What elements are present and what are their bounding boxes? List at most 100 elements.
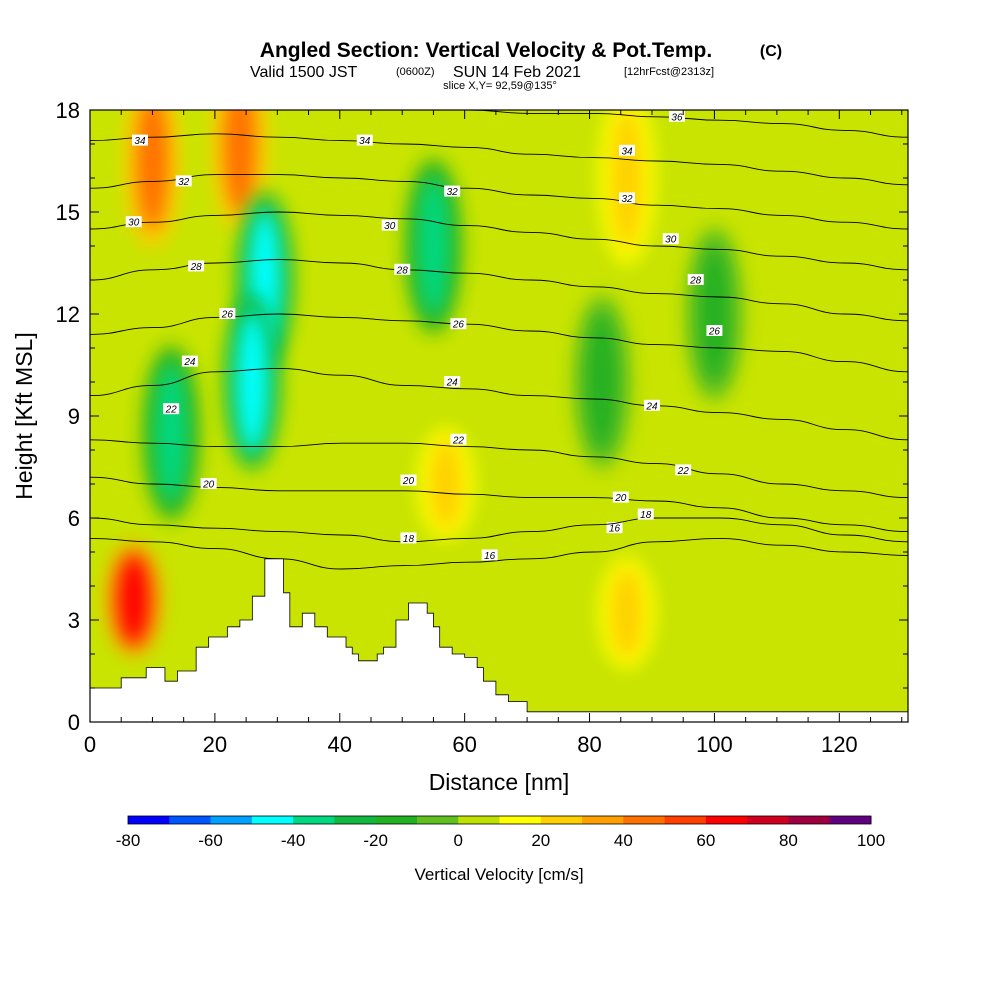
velocity-cell — [142, 345, 200, 521]
velocity-cell — [573, 294, 631, 470]
isentrope-label-bg — [125, 216, 142, 228]
isentrope-label-18: 18 — [637, 508, 654, 521]
isentrope-label-text: 32 — [447, 187, 459, 198]
isentrope-label-text: 30 — [128, 218, 140, 229]
isentrope-label-20: 20 — [400, 474, 417, 487]
isentrope-32 — [90, 174, 908, 230]
x-tick-label: 0 — [84, 732, 96, 757]
plot-area: 16 16 18 18 20 20 20 22 22 22 24 24 24 26 26 26 28 28 28 30… — [90, 110, 908, 722]
velocity-cell — [598, 110, 656, 266]
x-tick-label: 40 — [328, 732, 352, 757]
isentrope-label-bg — [188, 260, 205, 272]
valid-date: SUN 14 Feb 2021 — [453, 64, 581, 81]
isentrope-16 — [90, 537, 908, 570]
velocity-cell-core — [236, 312, 269, 452]
colorbar-label: Vertical Velocity [cm/s] — [414, 865, 583, 884]
colorbar-swatch — [334, 816, 377, 824]
valid-time-prefix: Valid 1500 JST — [250, 64, 358, 81]
isentrope-label-18: 18 — [400, 532, 417, 545]
isentrope-label-bg — [675, 464, 692, 476]
isentrope-22 — [90, 439, 908, 499]
isentrope-label-30: 30 — [662, 233, 679, 246]
colorbar-swatch — [128, 816, 170, 824]
isentrope-label-text: 24 — [645, 401, 658, 412]
x-axis-label: Distance [nm] — [429, 769, 570, 795]
velocity-cell-core — [611, 568, 644, 659]
colorbar-swatch — [747, 816, 789, 824]
isentrope-label-text: 22 — [165, 405, 178, 416]
isentrope-label-text: 26 — [708, 327, 721, 338]
velocity-cell — [404, 158, 463, 334]
y-axis-label: Height [Kft MSL] — [11, 332, 37, 499]
isentrope-label-16: 16 — [606, 522, 623, 535]
isentrope-label-22: 22 — [163, 403, 180, 416]
velocity-cell-core — [429, 439, 462, 529]
isentrope-label-bg — [612, 491, 629, 503]
isentrope-label-bg — [619, 192, 636, 204]
isentrope-label-bg — [131, 134, 148, 146]
velocity-cell — [104, 543, 163, 656]
isentrope-label-text: 36 — [671, 112, 683, 123]
y-tick-label: 15 — [56, 200, 80, 225]
isentrope-label-text: 20 — [202, 480, 215, 491]
isentrope-label-20: 20 — [612, 491, 629, 504]
isentrope-label-bg — [356, 134, 373, 146]
isentrope-28 — [90, 259, 908, 322]
isentrope-label-text: 34 — [359, 136, 371, 147]
colorbar-swatch — [210, 816, 253, 824]
isentrope-label-bg — [643, 399, 660, 411]
x-tick-label: 20 — [203, 732, 227, 757]
colorbar: -80 -60 -40 -20 0 20 40 60 80 100 — [116, 815, 885, 850]
isentrope-label-bg — [606, 522, 623, 534]
colorbar-tick-label: -80 — [116, 831, 141, 850]
colorbar-swatch — [705, 816, 748, 824]
isentrope-label-text: 24 — [183, 357, 196, 368]
velocity-cell — [685, 226, 744, 402]
isentrope-label-text: 22 — [677, 466, 690, 477]
isentrope-label-text: 28 — [689, 276, 702, 287]
isentrope-label-26: 26 — [219, 308, 236, 321]
isentrope-label-bg — [219, 308, 236, 319]
isentrope-label-bg — [400, 532, 417, 544]
isentrope-label-bg — [200, 478, 217, 489]
isentrope-label-bg — [619, 144, 636, 156]
colorbar-swatch — [540, 816, 583, 824]
colorbar-tick-label: 40 — [614, 831, 633, 850]
isentrope-label-bg — [444, 185, 461, 197]
isentrope-label-bg — [706, 325, 723, 336]
colorbar-swatch — [293, 816, 335, 824]
isentrope-label-30: 30 — [381, 219, 398, 232]
isentrope-label-32: 32 — [175, 175, 192, 188]
isentrope-label-bg — [163, 403, 180, 415]
velocity-cell — [223, 294, 282, 470]
forecast-info: [12hrFcst@2313z] — [624, 66, 714, 78]
isentrope-label-bg — [450, 318, 467, 330]
colorbar-tick-label: -40 — [281, 831, 306, 850]
isentrope-label-text: 30 — [384, 221, 396, 232]
velocity-cell-core — [417, 176, 450, 316]
velocity-cell — [417, 427, 475, 541]
isentrope-label-bg — [662, 233, 679, 245]
colorbar-swatch — [251, 816, 294, 824]
isentrope-label-text: 22 — [452, 435, 465, 446]
colorbar-tick-label: 20 — [531, 831, 550, 850]
isentrope-label-26: 26 — [706, 325, 723, 338]
colorbar-swatch — [623, 816, 666, 824]
isentrope-label-34: 34 — [131, 134, 148, 147]
isentrope-label-24: 24 — [444, 376, 461, 389]
colorbar-swatch — [664, 816, 707, 824]
colorbar-swatch — [416, 816, 459, 824]
isentrope-label-bg — [400, 474, 417, 486]
velocity-cell-core — [698, 244, 731, 384]
isentrope-label-text: 32 — [178, 177, 190, 188]
colorbar-swatch — [829, 816, 872, 824]
isentrope-label-text: 16 — [609, 524, 621, 535]
colorbar-swatch — [458, 816, 500, 824]
isentrope-label-28: 28 — [687, 274, 704, 287]
isentrope-label-bg — [668, 110, 685, 122]
velocity-cell-core — [223, 110, 256, 214]
isentrope-label-20: 20 — [200, 478, 217, 491]
isentrope-label-bg — [637, 508, 654, 520]
y-tick-label: 6 — [68, 506, 80, 531]
